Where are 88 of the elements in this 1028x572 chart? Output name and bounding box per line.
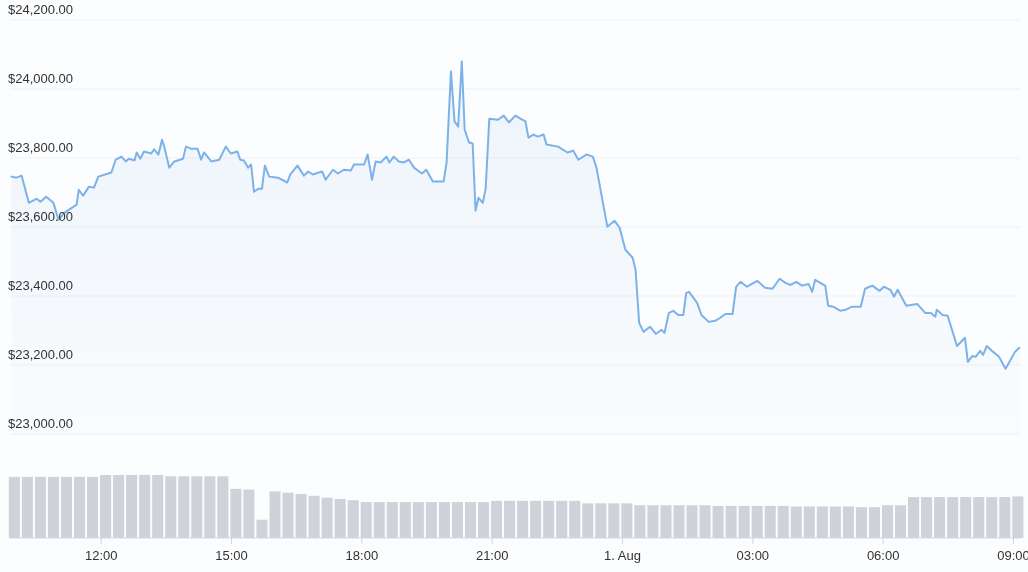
x-tick-label: 21:00 — [475, 548, 509, 563]
bar — [960, 497, 972, 538]
bar — [491, 500, 503, 538]
bar — [178, 476, 190, 538]
bar — [321, 497, 333, 538]
bar — [842, 506, 854, 538]
bar — [60, 476, 73, 538]
bar — [816, 506, 828, 538]
bar — [647, 505, 659, 538]
bar — [947, 497, 959, 538]
bar — [295, 493, 307, 538]
bar — [477, 502, 490, 538]
bar — [699, 505, 711, 538]
bar — [217, 476, 229, 538]
y-tick-label: $24,200.00 — [8, 2, 74, 17]
y-tick-label: $23,800.00 — [8, 140, 74, 155]
x-tick-label: 15:00 — [215, 548, 248, 563]
y-tick-label: $23,200.00 — [8, 347, 74, 362]
bar — [973, 497, 985, 538]
bar — [47, 476, 59, 538]
bar — [191, 476, 203, 538]
bar — [660, 505, 672, 538]
bar — [803, 506, 815, 538]
bar — [921, 497, 933, 538]
bar — [152, 475, 164, 538]
bar — [451, 502, 463, 538]
bar — [855, 507, 867, 538]
y-tick-label: $23,400.00 — [8, 278, 74, 293]
bar — [790, 506, 802, 538]
bar — [751, 505, 763, 538]
bar — [543, 500, 555, 538]
bar — [87, 476, 99, 538]
bar — [1012, 496, 1024, 538]
bar — [725, 505, 737, 538]
bar — [712, 505, 724, 538]
bar — [100, 475, 112, 538]
bar — [582, 503, 594, 538]
bar — [738, 505, 750, 538]
bar — [21, 476, 33, 538]
bar — [308, 495, 320, 538]
bar — [243, 489, 255, 538]
bar — [8, 476, 20, 538]
bar — [204, 476, 216, 538]
bar — [569, 500, 581, 538]
bar — [386, 502, 398, 538]
bar — [139, 475, 151, 538]
bar — [126, 475, 138, 538]
bar — [165, 476, 177, 538]
bar — [438, 502, 450, 538]
bar — [113, 475, 125, 538]
bar — [73, 476, 86, 538]
x-tick-label: 12:00 — [84, 548, 118, 563]
x-tick-label: 06:00 — [866, 548, 900, 563]
bar — [934, 497, 946, 538]
x-tick-label: 18:00 — [345, 548, 379, 563]
bar — [764, 505, 776, 538]
bar — [986, 497, 998, 538]
bar — [908, 497, 920, 538]
bar — [530, 500, 542, 538]
bar — [777, 505, 789, 538]
bar — [556, 500, 568, 538]
bar — [256, 519, 268, 538]
bar — [360, 502, 372, 538]
bar — [881, 505, 894, 538]
bar — [517, 500, 529, 538]
bar — [999, 497, 1011, 538]
bar — [425, 502, 437, 538]
bar — [230, 488, 242, 538]
y-tick-label: $24,000.00 — [8, 71, 74, 86]
bar — [608, 503, 620, 538]
bar — [595, 503, 607, 538]
bar — [412, 502, 424, 538]
x-tick-label: 1. Aug — [604, 548, 641, 563]
bar — [895, 505, 907, 538]
bar — [868, 507, 881, 538]
bar — [621, 503, 633, 538]
bar — [34, 476, 46, 538]
bar — [829, 506, 841, 538]
bar — [373, 502, 385, 538]
bar — [399, 502, 411, 538]
y-tick-label: $23,000.00 — [8, 416, 74, 431]
bar — [347, 500, 359, 538]
bar — [334, 498, 346, 538]
x-tick-label: 03:00 — [736, 548, 770, 563]
bar — [464, 502, 477, 538]
bar — [504, 500, 516, 538]
y-tick-label: $23,600.00 — [8, 209, 74, 224]
bar — [634, 505, 646, 538]
